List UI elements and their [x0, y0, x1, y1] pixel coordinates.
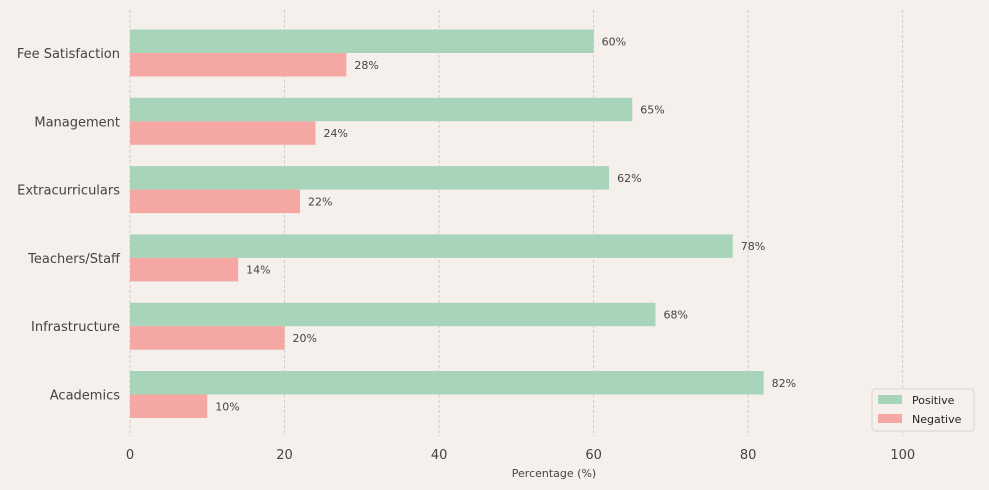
bar-positive — [130, 302, 656, 327]
category-label: Academics — [50, 389, 120, 404]
bar-negative — [130, 53, 347, 77]
x-tick-label: 20 — [276, 448, 293, 463]
legend-swatch-negative — [878, 414, 902, 423]
category-label: Infrastructure — [31, 320, 120, 335]
bar-positive — [130, 97, 633, 122]
category-labels: Fee Satisfaction Management Extracurricula… — [17, 47, 121, 404]
x-tick-label: 80 — [740, 448, 757, 463]
bar-negative — [130, 189, 300, 214]
value-label: 78% — [741, 240, 765, 253]
category-label: Fee Satisfaction — [17, 47, 120, 62]
bars — [130, 29, 764, 418]
value-label: 82% — [772, 377, 796, 390]
bar-positive — [130, 234, 733, 258]
value-label: 28% — [354, 59, 378, 72]
bar-negative — [130, 394, 208, 418]
value-label: 68% — [663, 308, 687, 321]
legend-swatch-positive — [878, 395, 902, 404]
category-label: Management — [34, 115, 120, 130]
value-label: 22% — [308, 195, 332, 208]
bar-positive — [130, 29, 594, 53]
value-label: 10% — [215, 400, 239, 413]
category-label: Extracurriculars — [17, 184, 120, 199]
legend-label: Positive — [912, 394, 955, 407]
bar-negative — [130, 257, 239, 282]
category-label: Teachers/Staff — [27, 252, 121, 267]
legend-label: Negative — [912, 413, 962, 426]
x-tick-labels: 0 20 40 60 80 100 — [126, 448, 915, 463]
x-tick-label: 0 — [126, 448, 134, 463]
value-label: 20% — [293, 332, 317, 345]
x-tick-label: 100 — [890, 448, 915, 463]
value-label: 62% — [617, 172, 641, 185]
bar-negative — [130, 326, 285, 350]
value-label: 60% — [602, 35, 626, 48]
legend: Positive Negative — [871, 388, 975, 432]
bar-negative — [130, 121, 316, 145]
x-tick-label: 60 — [585, 448, 602, 463]
grid-lines — [129, 10, 904, 436]
bar-positive — [130, 166, 610, 190]
value-label: 65% — [640, 104, 664, 117]
value-labels: 60% 28% 65% 24% 62% 22% 78% 14% 68% 20% 82% 10% — [215, 35, 796, 413]
x-axis-title: Percentage (%) — [512, 467, 596, 480]
bar-positive — [130, 371, 764, 395]
value-label: 14% — [246, 264, 270, 277]
value-label: 24% — [323, 127, 347, 140]
x-tick-label: 40 — [431, 448, 448, 463]
